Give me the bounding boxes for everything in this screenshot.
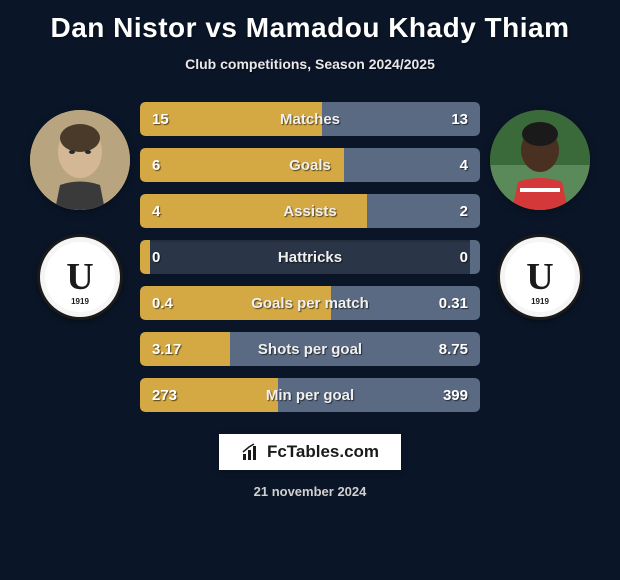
brand-chart-icon bbox=[241, 442, 261, 462]
bar-left bbox=[140, 240, 150, 274]
right-column: UNIVERSITATEA CLUJ U 1919 bbox=[480, 102, 600, 320]
stat-value-left: 15 bbox=[152, 111, 169, 128]
stat-row: 4 2 Assists bbox=[140, 194, 480, 228]
comparison-card: Dan Nistor vs Mamadou Khady Thiam Club c… bbox=[0, 0, 620, 580]
stat-label: Shots per goal bbox=[258, 341, 362, 358]
avatar-right-icon bbox=[490, 110, 590, 210]
brand-text: FcTables.com bbox=[267, 442, 379, 462]
club-letter-left: U bbox=[66, 258, 93, 296]
stat-label: Min per goal bbox=[266, 387, 354, 404]
stat-value-right: 0 bbox=[460, 249, 468, 266]
stat-row: 15 13 Matches bbox=[140, 102, 480, 136]
club-inner-right: U 1919 bbox=[505, 242, 575, 312]
stat-label: Hattricks bbox=[278, 249, 342, 266]
bar-right bbox=[470, 240, 480, 274]
subtitle: Club competitions, Season 2024/2025 bbox=[0, 56, 620, 72]
date-label: 21 november 2024 bbox=[254, 484, 367, 499]
left-column: UNIVERSITATEA CLUJ U 1919 bbox=[20, 102, 140, 320]
club-badge-right: UNIVERSITATEA CLUJ U 1919 bbox=[497, 234, 583, 320]
stat-row: 0 0 Hattricks bbox=[140, 240, 480, 274]
stat-value-right: 0.31 bbox=[439, 295, 468, 312]
avatar-left-icon bbox=[30, 110, 130, 210]
club-inner-left: U 1919 bbox=[45, 242, 115, 312]
stat-label: Goals bbox=[289, 157, 331, 174]
brand-box[interactable]: FcTables.com bbox=[219, 434, 401, 470]
page-title: Dan Nistor vs Mamadou Khady Thiam bbox=[0, 12, 620, 44]
stats-bars: 15 13 Matches 6 4 Goals 4 2 Assists 0 0 Hattricks 0.… bbox=[140, 102, 480, 412]
stat-label: Matches bbox=[280, 111, 340, 128]
stat-value-left: 6 bbox=[152, 157, 160, 174]
stat-value-right: 4 bbox=[460, 157, 468, 174]
footer: FcTables.com 21 november 2024 bbox=[0, 434, 620, 499]
stat-value-left: 3.17 bbox=[152, 341, 181, 358]
content-row: UNIVERSITATEA CLUJ U 1919 15 13 Matches 6 4 G… bbox=[0, 102, 620, 412]
stat-value-left: 0 bbox=[152, 249, 160, 266]
club-year-right: 1919 bbox=[531, 297, 549, 306]
stat-value-right: 13 bbox=[451, 111, 468, 128]
stat-value-right: 8.75 bbox=[439, 341, 468, 358]
stat-value-right: 399 bbox=[443, 387, 468, 404]
stat-value-right: 2 bbox=[460, 203, 468, 220]
player-avatar-left bbox=[30, 110, 130, 210]
club-letter-right: U bbox=[526, 258, 553, 296]
stat-label: Assists bbox=[283, 203, 336, 220]
club-badge-left: UNIVERSITATEA CLUJ U 1919 bbox=[37, 234, 123, 320]
stat-value-left: 4 bbox=[152, 203, 160, 220]
stat-row: 3.17 8.75 Shots per goal bbox=[140, 332, 480, 366]
stat-value-left: 0.4 bbox=[152, 295, 173, 312]
club-year-left: 1919 bbox=[71, 297, 89, 306]
stat-row: 6 4 Goals bbox=[140, 148, 480, 182]
stat-label: Goals per match bbox=[251, 295, 369, 312]
player-avatar-right bbox=[490, 110, 590, 210]
stat-value-left: 273 bbox=[152, 387, 177, 404]
stat-row: 0.4 0.31 Goals per match bbox=[140, 286, 480, 320]
stat-row: 273 399 Min per goal bbox=[140, 378, 480, 412]
